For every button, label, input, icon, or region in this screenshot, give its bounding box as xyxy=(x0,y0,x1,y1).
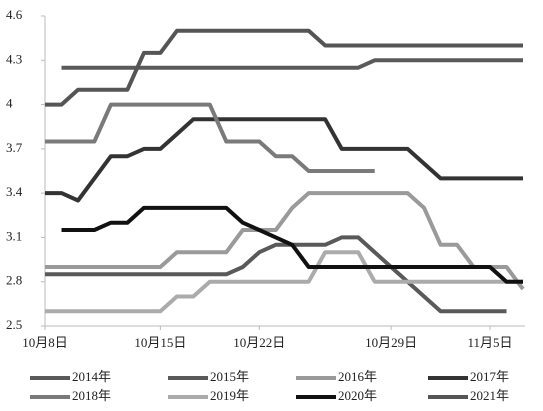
legend-label: 2016年 xyxy=(338,369,377,384)
series-line xyxy=(45,28,523,107)
series-line xyxy=(45,235,507,314)
x-tick-label: 10月8日 xyxy=(22,335,68,350)
legend-label: 2015年 xyxy=(210,369,249,384)
y-tick-label: 3.4 xyxy=(6,184,23,199)
legend-label: 2018年 xyxy=(72,388,111,403)
x-tick-label: 11月5日 xyxy=(468,335,513,350)
y-tick-label: 4.3 xyxy=(6,51,22,66)
series-line xyxy=(61,205,523,284)
y-tick-label: 3.1 xyxy=(6,228,22,243)
series-line xyxy=(45,191,525,291)
y-tick-label: 4.6 xyxy=(6,7,23,22)
y-tick-label: 2.8 xyxy=(6,273,22,288)
series-line xyxy=(45,250,523,314)
y-tick-label: 2.5 xyxy=(6,317,22,332)
series-line xyxy=(45,117,523,203)
legend-label: 2017年 xyxy=(470,369,509,384)
legend-label: 2021年 xyxy=(470,388,509,403)
series-line xyxy=(61,58,523,70)
y-tick-label: 3.7 xyxy=(6,140,23,155)
x-tick-label: 10月15日 xyxy=(134,335,186,350)
legend-label: 2020年 xyxy=(338,388,377,403)
legend-label: 2019年 xyxy=(210,388,249,403)
x-tick-label: 10月22日 xyxy=(233,335,285,350)
y-tick-label: 4 xyxy=(6,96,13,111)
series-line xyxy=(45,102,375,173)
legend-label: 2014年 xyxy=(72,369,111,384)
x-tick-label: 10月29日 xyxy=(365,335,417,350)
